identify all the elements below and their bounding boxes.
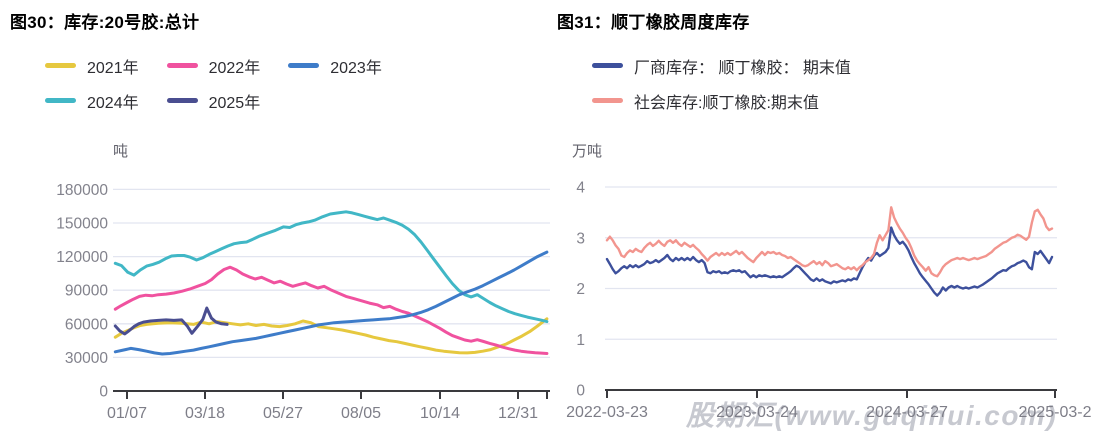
y-tick-label: 4 xyxy=(576,180,585,197)
y-tick-label: 1 xyxy=(576,332,585,349)
x-tick-label: 10/14 xyxy=(420,405,460,422)
site-watermark: 股期汇(www.guqihui.com) xyxy=(686,400,1058,431)
legend-line-swatch xyxy=(592,98,623,103)
legend-item: 厂商库存： 顺丁橡胶： 期末值 xyxy=(592,55,851,77)
legend-line-swatch xyxy=(166,63,198,68)
legend-label: 2025年 xyxy=(208,94,261,112)
series-line-1 xyxy=(605,206,1054,278)
y-tick-label: 3 xyxy=(576,230,585,247)
x-tick-label: 2023-03-24 xyxy=(716,404,798,421)
legend-label: 社会库存:顺丁橡胶:期末值 xyxy=(634,94,819,112)
x-tick-label: 08/05 xyxy=(341,405,381,422)
y-tick-label: 30000 xyxy=(65,350,108,367)
x-tick-label: 05/27 xyxy=(263,405,303,422)
legend-label: 2022年 xyxy=(208,59,261,77)
y-tick-label: 2 xyxy=(576,281,585,298)
legend-item: 2024年 xyxy=(45,90,139,112)
y-tick-label: 120000 xyxy=(56,249,108,266)
x-tick-label: 2024-03-27 xyxy=(866,404,948,421)
y-tick-label: 150000 xyxy=(56,216,108,233)
legend-right: 厂商库存： 顺丁橡胶： 期末值 社会库存:顺丁橡胶:期末值 xyxy=(592,55,851,112)
y-tick-label: 90000 xyxy=(65,283,108,300)
legend-item: 2025年 xyxy=(166,90,261,112)
legend-label: 厂商库存： 顺丁橡胶： 期末值 xyxy=(634,59,851,77)
y-tick-label: 180000 xyxy=(56,182,108,199)
legend-left: 2021年 2022年 2023年 2024年 2025年 xyxy=(45,55,445,112)
legend-line-swatch xyxy=(45,63,76,68)
x-tick-label: 2025-03-2 xyxy=(1019,404,1092,421)
legend-item: 2021年 xyxy=(45,55,139,77)
legend-item: 社会库存:顺丁橡胶:期末值 xyxy=(592,90,851,112)
series-line-2 xyxy=(113,250,549,356)
legend-label: 2023年 xyxy=(330,59,382,77)
legend-item: 2022年 xyxy=(166,55,261,77)
x-tick-label: 01/07 xyxy=(107,405,147,422)
legend-line-swatch xyxy=(288,63,320,68)
y-tick-label: 0 xyxy=(576,383,585,400)
x-tick-label: 03/18 xyxy=(185,405,225,422)
legend-item: 2023年 xyxy=(288,55,382,77)
x-tick-label: 2022-03-23 xyxy=(566,404,648,421)
y-axis-unit-right: 万吨 xyxy=(572,143,603,160)
series-line-4 xyxy=(113,306,229,336)
legend-label: 2024年 xyxy=(87,94,139,112)
legend-line-swatch xyxy=(592,63,623,68)
series-line-0 xyxy=(113,317,549,355)
legend-label: 2021年 xyxy=(87,59,139,77)
chart-title-left: 图30：库存:20号胶:总计 xyxy=(10,13,200,32)
legend-line-swatch xyxy=(166,98,198,103)
series-line-1 xyxy=(113,265,549,355)
x-tick-label: 12/31 xyxy=(498,405,538,422)
legend-line-swatch xyxy=(45,98,76,103)
series-line-0 xyxy=(605,226,1054,297)
y-tick-label: 60000 xyxy=(65,316,108,333)
y-axis-unit-left: 吨 xyxy=(113,143,129,160)
y-tick-label: 0 xyxy=(99,384,108,401)
series-line-3 xyxy=(113,210,549,324)
chart-title-right: 图31：顺丁橡胶周度库存 xyxy=(557,13,750,32)
